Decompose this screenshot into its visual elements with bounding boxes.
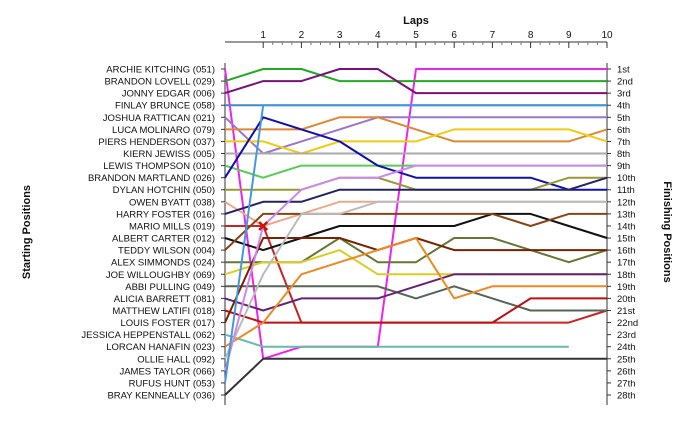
driver-label: BRANDON MARTLAND (026): [88, 173, 215, 184]
driver-label: KIERN JEWISS (005): [123, 149, 215, 160]
driver-series-line: [224, 212, 607, 251]
driver-label: LOUIS FOSTER (017): [121, 318, 216, 329]
x-tick-label: 3: [337, 30, 343, 41]
driver-label: ALBERT CARTER (012): [112, 234, 215, 245]
driver-series-line: [224, 116, 607, 155]
driver-label: OLLIE HALL (092): [137, 354, 215, 365]
finish-label: 8th: [617, 149, 630, 160]
x-tick-label: 6: [451, 30, 457, 41]
driver-label: JESSICA HEPPENSTALL (062): [81, 330, 215, 341]
finish-label: 11th: [617, 185, 635, 196]
driver-label: TEDDY WILSON (004): [118, 246, 215, 257]
finish-label: 7th: [617, 137, 630, 148]
x-tick-label: 10: [601, 30, 613, 41]
finish-label: 10th: [617, 173, 636, 184]
driver-label: JOE WILLOUGHBY (069): [106, 270, 215, 281]
x-tick-label: 7: [490, 30, 496, 41]
chart-series: [224, 68, 608, 396]
driver-series-line: [224, 164, 607, 372]
driver-label: ABBI PULLING (049): [125, 282, 215, 293]
driver-series-line: [225, 176, 607, 191]
driver-label: DYLAN HOTCHIN (050): [113, 185, 215, 196]
y-axis-label-left: Starting Positions: [21, 185, 33, 279]
driver-label: LEWIS THOMPSON (010): [103, 161, 215, 172]
finish-label: 6th: [617, 125, 630, 136]
driver-label: BRANDON LOVELL (029): [104, 77, 215, 88]
driver-series-line: [225, 116, 608, 143]
finish-label: 22nd: [617, 318, 638, 329]
finish-label: 1st: [617, 65, 630, 76]
finish-label: 3rd: [617, 89, 631, 100]
finish-label: 23rd: [617, 330, 636, 341]
driver-series-line: [224, 68, 607, 83]
driver-label: ARCHIE KITCHING (051): [106, 65, 215, 76]
finish-label: 27th: [617, 378, 636, 389]
driver-series-line: [224, 297, 607, 324]
x-tick-label: 9: [566, 30, 572, 41]
finish-label: 24th: [617, 342, 636, 353]
driver-series-line: [224, 116, 607, 191]
y-axis-label-right: Finishing Positions: [661, 181, 673, 282]
chart-title: Laps: [403, 15, 429, 27]
finish-label: 5th: [617, 113, 630, 124]
driver-series-line: [224, 164, 607, 179]
x-tick-label: 5: [413, 30, 419, 41]
driver-label: HARRY FOSTER (016): [116, 209, 215, 220]
x-tick-label: 8: [528, 30, 534, 41]
finish-label: 16th: [617, 246, 636, 257]
finish-label: 26th: [617, 366, 636, 377]
marker-x-stroke: [258, 221, 269, 231]
finish-label: 2nd: [617, 77, 633, 88]
driver-label: ALICIA BARRETT (081): [114, 294, 215, 305]
driver-label: JONNY EDGAR (006): [122, 89, 215, 100]
driver-label: JAMES TAYLOR (066): [119, 366, 215, 377]
driver-label: BRAY KENNEALLY (036): [107, 391, 215, 402]
driver-label: PIERS HENDERSON (037): [98, 137, 215, 148]
driver-label: RUFUS HUNT (053): [129, 378, 215, 389]
finish-label: 20th: [617, 294, 636, 305]
driver-label: LUCA MOLINARO (079): [112, 125, 215, 136]
driver-series-line: [224, 68, 607, 95]
chart-axes: [221, 41, 611, 405]
driver-series-line: [224, 68, 607, 360]
driver-series-line: [224, 333, 569, 348]
marker-x: [258, 221, 269, 231]
driver-series-line: [224, 212, 608, 252]
driver-label: MARIO MILLS (019): [129, 221, 215, 232]
driver-series-line: [224, 273, 607, 312]
finish-label: 14th: [617, 221, 636, 232]
finish-label: 13th: [617, 209, 636, 220]
driver-series-line: [225, 285, 607, 312]
driver-series-line: [224, 200, 607, 360]
driver-series-line: [225, 128, 608, 155]
x-tick-label: 4: [375, 30, 381, 41]
finish-label: 12th: [617, 197, 636, 208]
finish-label: 4th: [617, 101, 630, 112]
finish-label: 18th: [617, 270, 636, 281]
finish-label: 19th: [617, 282, 636, 293]
driver-label: ALEX SIMMONDS (024): [111, 258, 215, 269]
finish-label: 25th: [617, 354, 636, 365]
driver-label: LORCAN HANAFIN (023): [106, 342, 215, 353]
finish-label: 15th: [617, 234, 636, 245]
finish-label: 17th: [617, 258, 636, 269]
driver-label: FINLAY BRUNCE (058): [115, 101, 215, 112]
finish-label: 21st: [617, 306, 635, 317]
driver-label: JOSHUA RATTICAN (021): [103, 113, 215, 124]
driver-series-line: [224, 104, 607, 384]
driver-series-line: [224, 357, 607, 396]
finish-label: 9th: [617, 161, 630, 172]
x-tick-label: 2: [299, 30, 305, 41]
driver-label: MATTHEW LATIFI (018): [112, 306, 215, 317]
x-tick-label: 1: [260, 30, 266, 41]
finish-label: 28th: [617, 391, 636, 402]
driver-series-line: [224, 237, 607, 348]
driver-label: OWEN BYATT (038): [129, 197, 215, 208]
